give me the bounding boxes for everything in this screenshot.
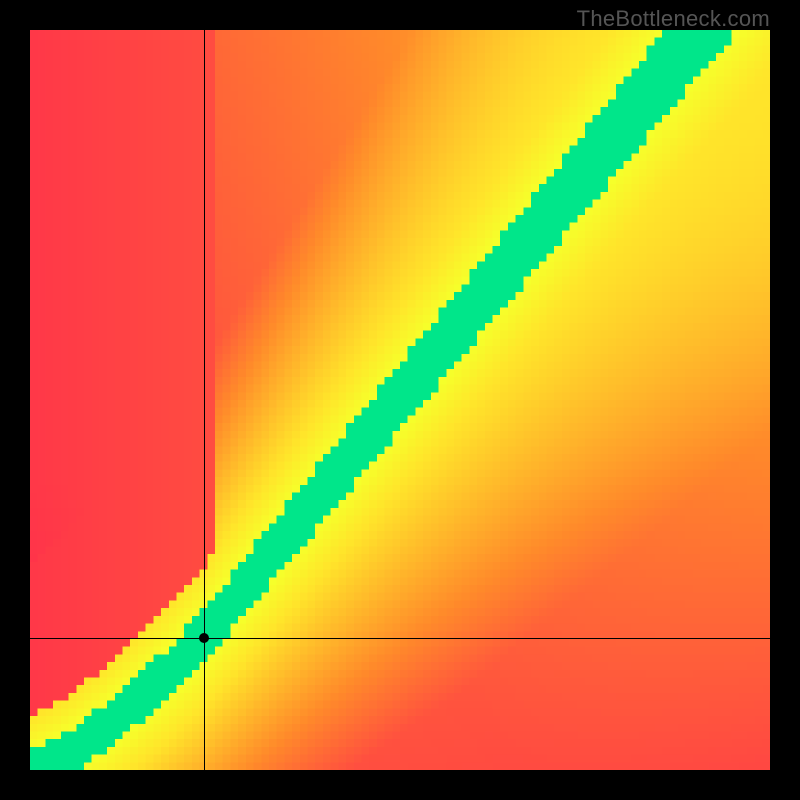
selection-marker-dot [199,633,209,643]
watermark-text: TheBottleneck.com [577,6,770,32]
crosshair-horizontal [30,638,770,639]
crosshair-vertical [204,30,205,770]
bottleneck-heatmap [30,30,770,770]
